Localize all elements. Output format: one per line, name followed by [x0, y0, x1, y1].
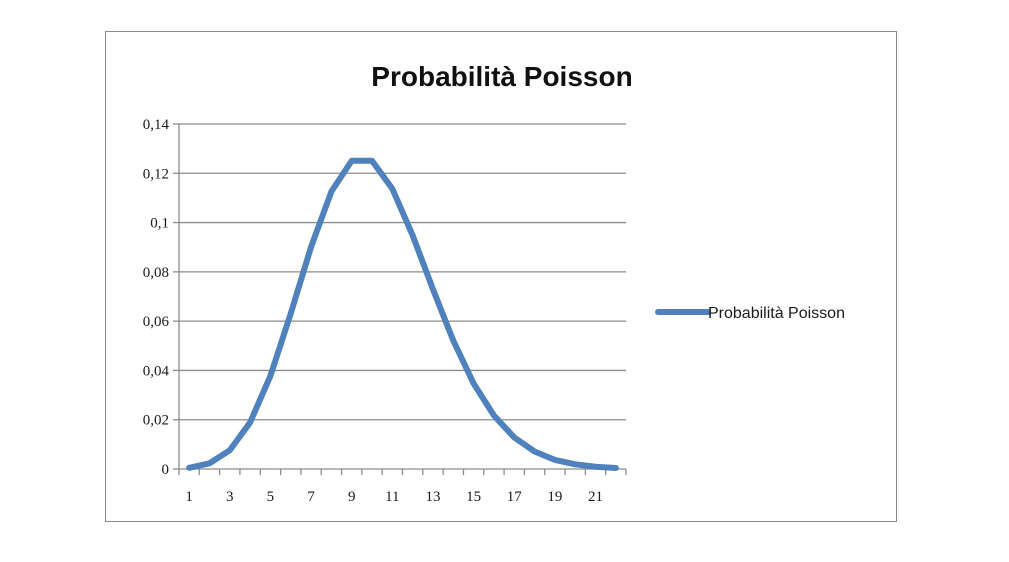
series-layer	[186, 157, 619, 472]
x-tick-label: 21	[588, 489, 603, 505]
axes	[178, 124, 627, 475]
series-line-probabilita-poisson	[186, 157, 619, 472]
chart-frame: Probabilità Poisson 0 0,02 0,04 0,06 0,08 0,1…	[105, 31, 897, 522]
x-tick-label: 7	[307, 489, 315, 505]
y-tick-label: 0	[162, 462, 170, 478]
legend-label: Probabilità Poisson	[708, 305, 845, 322]
y-tick-labels: 0 0,02 0,04 0,06 0,08 0,1 0,12 0,14	[143, 117, 170, 478]
x-tick-label: 13	[425, 489, 440, 505]
gridlines	[173, 123, 626, 470]
x-tick-label: 3	[226, 489, 234, 505]
chart-title: Probabilità Poisson	[371, 61, 632, 92]
x-tick-label: 9	[348, 489, 356, 505]
y-tick-label: 0,1	[150, 216, 169, 232]
y-tick-label: 0,02	[143, 413, 169, 429]
chart-svg: Probabilità Poisson 0 0,02 0,04 0,06 0,08 0,1…	[143, 61, 845, 505]
x-tick-label: 11	[385, 489, 399, 505]
x-tick-label: 5	[267, 489, 275, 505]
x-tick-labels: 1 3 5 7 9 11 13 15 17 19 21	[185, 489, 603, 505]
y-tick-label: 0,12	[143, 166, 169, 182]
x-tick-label: 17	[507, 489, 523, 505]
x-tick-label: 15	[466, 489, 481, 505]
x-tick-label: 1	[185, 489, 193, 505]
y-tick-label: 0,04	[143, 363, 170, 379]
y-tick-label: 0,14	[143, 117, 170, 133]
y-tick-label: 0,06	[143, 314, 170, 330]
x-tick-label: 19	[547, 489, 562, 505]
y-tick-label: 0,08	[143, 265, 169, 281]
legend: Probabilità Poisson	[655, 305, 845, 322]
